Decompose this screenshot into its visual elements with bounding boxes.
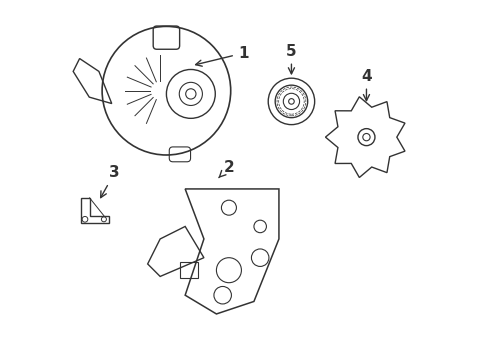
Text: 3: 3	[100, 165, 120, 198]
Text: 1: 1	[196, 46, 248, 66]
Text: 5: 5	[286, 44, 297, 74]
Text: 2: 2	[219, 160, 234, 177]
Text: 4: 4	[361, 68, 372, 101]
